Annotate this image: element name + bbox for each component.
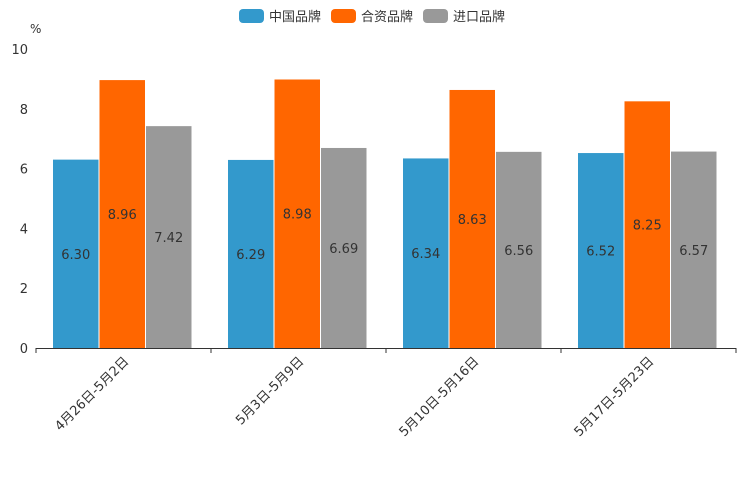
data-label: 6.69 xyxy=(329,242,358,257)
data-label: 6.29 xyxy=(236,248,265,263)
y-tick-label: 10 xyxy=(11,43,28,58)
data-label: 6.34 xyxy=(411,247,440,262)
x-category-label: 5月17日-5月23日 xyxy=(572,354,658,440)
y-tick-label: 6 xyxy=(20,163,28,178)
data-label: 6.57 xyxy=(679,244,708,259)
data-label: 8.98 xyxy=(283,208,312,223)
legend: 中国品牌 合资品牌 进口品牌 xyxy=(239,9,505,25)
bar xyxy=(228,159,274,348)
bar xyxy=(274,79,320,349)
bar xyxy=(99,80,145,348)
data-label: 6.56 xyxy=(504,244,533,259)
data-label: 7.42 xyxy=(154,231,183,246)
legend-swatch xyxy=(331,9,356,23)
legend-swatch xyxy=(423,9,448,23)
bars-group xyxy=(53,79,717,349)
y-tick-label: 2 xyxy=(20,282,28,297)
legend-item[interactable]: 中国品牌 xyxy=(239,9,321,25)
bar xyxy=(53,159,99,348)
y-tick-label: 8 xyxy=(20,103,28,118)
bar xyxy=(624,101,670,348)
x-axis-ticks: 4月26日-5月2日 5月3日-5月9日 5月10日-5月16日 5月17日-5月23… xyxy=(35,348,737,440)
y-axis-ticks: 0 2 4 6 8 10 xyxy=(11,43,28,357)
y-tick-label: 4 xyxy=(20,222,28,237)
data-label: 8.25 xyxy=(633,219,662,234)
bar xyxy=(578,153,624,348)
legend-item[interactable]: 合资品牌 xyxy=(331,9,413,25)
x-category-label: 5月10日-5月16日 xyxy=(397,354,483,440)
x-category-label: 4月26日-5月2日 xyxy=(52,354,132,434)
bar xyxy=(496,151,542,348)
data-labels-group: 6.30 8.96 7.42 6.29 8.98 6.69 6.34 8.63 6.56 6.52… xyxy=(61,208,708,263)
bar xyxy=(146,126,192,348)
data-label: 8.96 xyxy=(108,208,137,223)
data-label: 6.52 xyxy=(586,245,615,260)
legend-item[interactable]: 进口品牌 xyxy=(423,9,505,25)
data-label: 8.63 xyxy=(458,213,487,228)
legend-label: 进口品牌 xyxy=(453,9,505,25)
legend-swatch xyxy=(239,9,264,23)
legend-label: 中国品牌 xyxy=(269,9,321,25)
bar xyxy=(671,151,717,348)
y-tick-label: 0 xyxy=(20,342,28,357)
y-axis-unit-label: % xyxy=(30,22,41,36)
legend-label: 合资品牌 xyxy=(361,9,413,25)
bar xyxy=(449,89,495,348)
data-label: 6.30 xyxy=(61,248,90,263)
bar xyxy=(403,158,449,348)
x-category-label: 5月3日-5月9日 xyxy=(233,354,307,428)
bar xyxy=(321,147,367,348)
